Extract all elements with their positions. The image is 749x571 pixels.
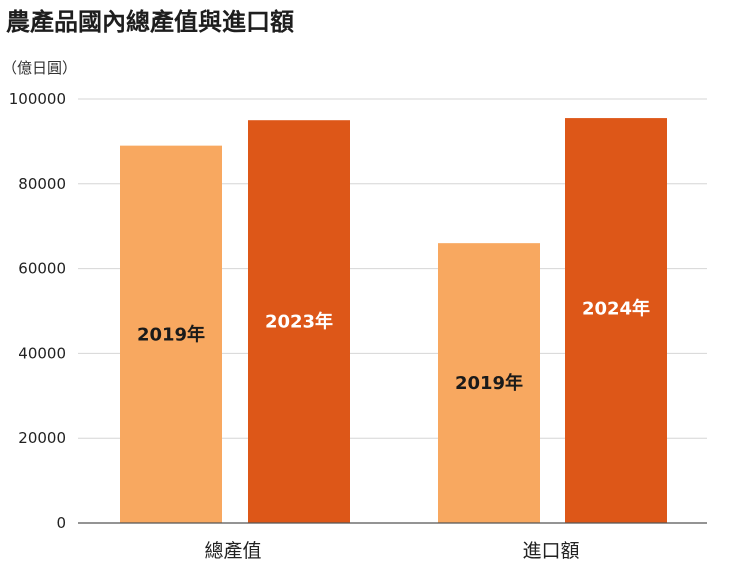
y-tick-label: 80000 <box>18 175 66 193</box>
y-axis-unit-label: （億日圓） <box>2 59 77 77</box>
bar <box>120 145 222 523</box>
x-category-label: 總產值 <box>204 540 261 562</box>
bar-data-label: 2024年 <box>582 297 650 319</box>
bar <box>438 243 540 523</box>
x-category-label: 進口額 <box>522 540 579 562</box>
bars <box>120 118 667 523</box>
x-axis-categories: 總產值 進口額 <box>204 540 579 562</box>
bar <box>565 118 667 523</box>
bar-data-label: 2019年 <box>137 323 205 345</box>
chart-title: 農產品國內總產值與進口額 <box>6 8 294 36</box>
y-axis-ticks: 0 20000 40000 60000 80000 100000 <box>9 90 66 532</box>
y-tick-label: 0 <box>56 514 66 532</box>
bar <box>248 120 350 523</box>
bar-data-label: 2023年 <box>265 311 333 333</box>
bar-labels: 2019年 2023年 2019年 2024年 <box>137 297 650 394</box>
y-tick-label: 100000 <box>9 90 66 108</box>
bar-data-label: 2019年 <box>455 372 523 394</box>
y-tick-label: 60000 <box>18 260 66 278</box>
y-tick-label: 20000 <box>18 429 66 447</box>
y-tick-label: 40000 <box>18 344 66 362</box>
